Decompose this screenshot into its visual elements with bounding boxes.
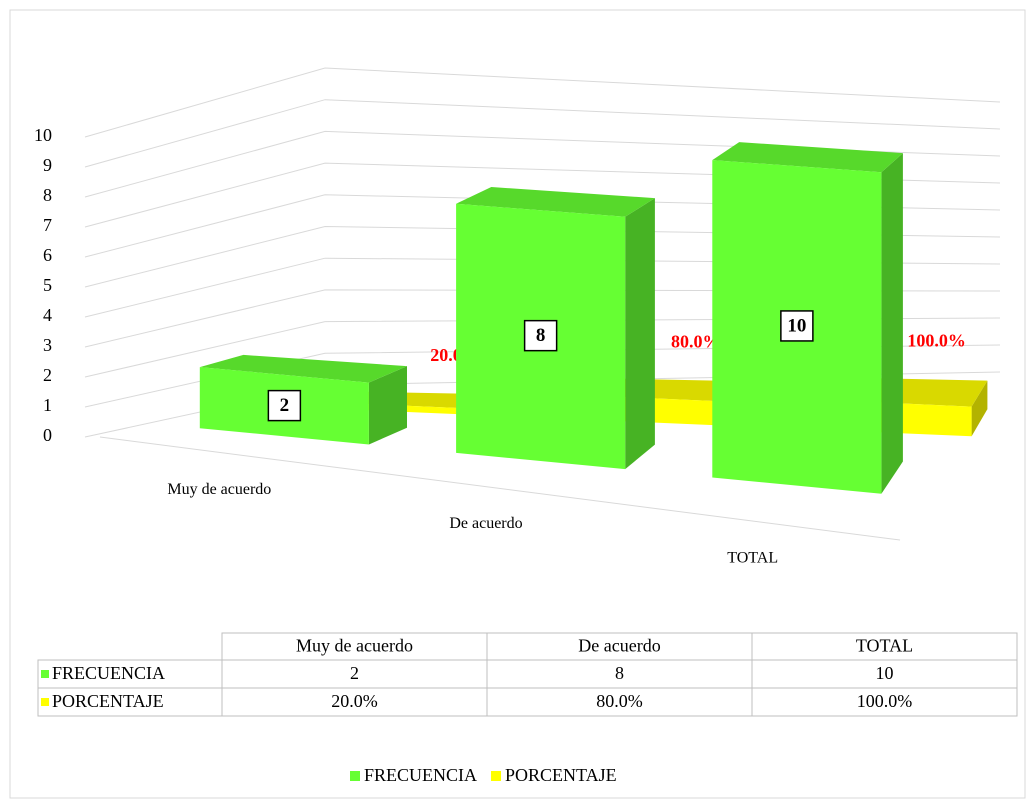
table-row-label: PORCENTAJE xyxy=(52,691,164,711)
grid-line xyxy=(84,99,1001,168)
y-tick-label: 3 xyxy=(43,335,52,355)
legend-label: FRECUENCIA xyxy=(364,765,477,785)
table-value: 8 xyxy=(615,663,624,683)
legend-key xyxy=(350,771,360,781)
table-header: TOTAL xyxy=(856,636,913,656)
x-tick-label: De acuerdo xyxy=(449,515,522,532)
y-tick-label: 1 xyxy=(43,395,52,415)
bar-side xyxy=(625,198,655,470)
table-legend-key xyxy=(41,670,49,678)
y-tick-label: 6 xyxy=(43,245,52,265)
bar-top xyxy=(712,142,903,173)
y-tick-label: 9 xyxy=(43,155,52,175)
table-header: Muy de acuerdo xyxy=(296,636,413,656)
bar-side xyxy=(368,366,407,445)
data-label: 10 xyxy=(787,315,806,336)
data-label-box xyxy=(780,310,814,342)
bar-top xyxy=(456,187,655,217)
data-label-box xyxy=(267,389,302,422)
table-legend-key xyxy=(41,698,49,706)
bar-side xyxy=(881,153,903,494)
table-value: 20.0% xyxy=(331,691,378,711)
floor-edge xyxy=(99,436,901,541)
x-tick-label: TOTAL xyxy=(727,550,778,567)
data-label: 100.0% xyxy=(907,331,966,351)
data-label: 2 xyxy=(280,395,290,416)
legend-key xyxy=(491,771,502,781)
table-value: 2 xyxy=(350,663,359,683)
table-value: 100.0% xyxy=(857,691,913,711)
y-tick-label: 7 xyxy=(43,215,52,235)
legend-label: PORCENTAJE xyxy=(505,765,617,785)
y-tick-label: 4 xyxy=(43,305,52,325)
table-value: 80.0% xyxy=(596,691,643,711)
table-row-label: FRECUENCIA xyxy=(52,663,165,683)
table-cell xyxy=(751,687,1018,717)
bar xyxy=(199,354,407,445)
bar-top xyxy=(199,354,407,383)
data-label-box xyxy=(523,319,558,352)
y-tick-label: 8 xyxy=(43,185,52,205)
y-tick-label: 10 xyxy=(34,125,52,145)
data-label: 8 xyxy=(536,325,546,346)
bar-side xyxy=(971,380,988,437)
y-tick-label: 5 xyxy=(43,275,52,295)
y-tick-label: 0 xyxy=(43,425,52,445)
grid-line xyxy=(84,67,1001,138)
x-tick-label: Muy de acuerdo xyxy=(167,481,271,498)
table-header: De acuerdo xyxy=(578,636,660,656)
table-value: 10 xyxy=(876,663,894,683)
data-label: 80.0% xyxy=(671,332,721,352)
y-tick-label: 2 xyxy=(43,365,52,385)
